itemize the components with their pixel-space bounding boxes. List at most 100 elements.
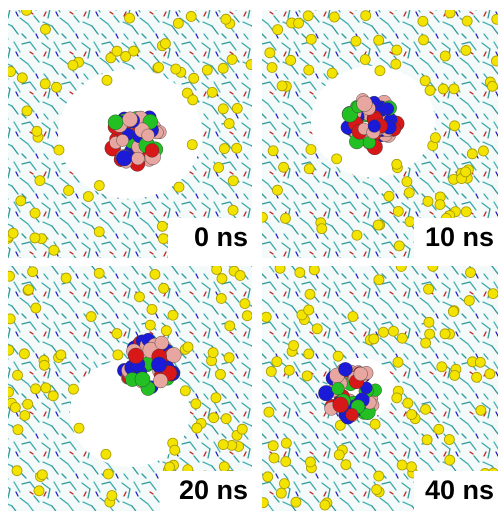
phosphate-bead bbox=[107, 490, 117, 500]
phosphate-bead bbox=[348, 312, 358, 322]
phosphate-bead bbox=[186, 11, 196, 21]
phosphate-bead bbox=[83, 192, 93, 202]
phosphate-bead bbox=[361, 11, 371, 21]
phosphate-bead bbox=[113, 350, 123, 360]
phosphate-bead bbox=[384, 191, 394, 201]
phosphate-bead bbox=[304, 349, 314, 359]
phosphate-bead bbox=[461, 45, 471, 55]
phosphate-bead bbox=[327, 68, 337, 78]
peptide-atom bbox=[357, 96, 373, 112]
phosphate-bead bbox=[160, 39, 170, 49]
phosphate-bead bbox=[161, 326, 171, 336]
phosphate-bead bbox=[396, 261, 406, 271]
phosphate-bead bbox=[374, 275, 384, 285]
phosphate-bead bbox=[94, 268, 104, 278]
phosphate-bead bbox=[212, 264, 222, 274]
phosphate-bead bbox=[30, 233, 40, 243]
page: 0 ns10 ns20 ns40 ns (() => { const data … bbox=[0, 0, 498, 511]
phosphate-bead bbox=[369, 334, 379, 344]
phosphate-bead bbox=[191, 399, 201, 409]
peptide-atom bbox=[116, 150, 132, 166]
phosphate-bead bbox=[56, 350, 66, 360]
phosphate-bead bbox=[435, 200, 445, 210]
phosphate-bead bbox=[183, 342, 193, 352]
phosphate-bead bbox=[472, 372, 482, 382]
phosphate-bead bbox=[237, 424, 247, 434]
phosphate-bead bbox=[225, 321, 235, 331]
phosphate-bead bbox=[273, 25, 283, 35]
peptide-atom bbox=[166, 347, 181, 362]
phosphate-bead bbox=[423, 196, 433, 206]
phosphate-bead bbox=[304, 65, 314, 75]
phosphate-bead bbox=[392, 45, 402, 55]
phosphate-bead bbox=[224, 119, 234, 129]
phosphate-bead bbox=[428, 261, 438, 271]
phosphate-bead bbox=[406, 462, 416, 472]
phosphate-bead bbox=[168, 310, 178, 320]
peptide-atom bbox=[145, 143, 159, 157]
phosphate-bead bbox=[320, 500, 330, 510]
phosphate-bead bbox=[37, 470, 47, 480]
phosphate-bead bbox=[16, 196, 26, 206]
phosphate-bead bbox=[475, 357, 485, 367]
phosphate-bead bbox=[22, 106, 32, 116]
phosphate-bead bbox=[360, 55, 370, 65]
phosphate-bead bbox=[264, 407, 274, 417]
phosphate-bead bbox=[464, 296, 474, 306]
phosphate-bead bbox=[424, 317, 434, 327]
phosphate-bead bbox=[41, 383, 51, 393]
phosphate-bead bbox=[218, 104, 228, 114]
phosphate-bead bbox=[421, 404, 431, 414]
phosphate-bead bbox=[445, 455, 455, 465]
phosphate-bead bbox=[219, 144, 229, 154]
phosphate-bead bbox=[333, 351, 343, 361]
phosphate-bead bbox=[450, 370, 460, 380]
phosphate-bead bbox=[209, 413, 219, 423]
phosphate-bead bbox=[332, 154, 342, 164]
phosphate-bead bbox=[68, 384, 78, 394]
phosphate-bead bbox=[180, 386, 190, 396]
phosphate-bead bbox=[450, 121, 460, 131]
phosphate-bead bbox=[112, 329, 122, 339]
phosphate-bead bbox=[30, 208, 40, 218]
phosphate-bead bbox=[257, 212, 267, 222]
phosphate-bead bbox=[372, 485, 382, 495]
phosphate-bead bbox=[302, 371, 312, 381]
phosphate-bead bbox=[430, 133, 440, 143]
peptide-atom bbox=[155, 336, 169, 350]
phosphate-bead bbox=[51, 82, 61, 92]
phosphate-bead bbox=[121, 51, 131, 61]
phosphate-bead bbox=[266, 366, 276, 376]
phosphate-bead bbox=[228, 176, 238, 186]
phosphate-bead bbox=[188, 95, 198, 105]
phosphate-bead bbox=[378, 327, 388, 337]
phosphate-bead bbox=[134, 292, 144, 302]
phosphate-bead bbox=[214, 163, 224, 173]
phosphate-bead bbox=[174, 182, 184, 192]
phosphate-bead bbox=[221, 14, 231, 24]
phosphate-bead bbox=[291, 497, 301, 507]
phosphate-bead bbox=[35, 176, 45, 186]
phosphate-bead bbox=[218, 63, 228, 73]
peptide-atom bbox=[346, 408, 359, 421]
phosphate-bead bbox=[462, 16, 472, 26]
phosphate-bead bbox=[235, 270, 245, 280]
snapshot-panel: 40 ns bbox=[258, 261, 498, 511]
phosphate-bead bbox=[425, 329, 435, 339]
phosphate-bead bbox=[240, 299, 250, 309]
phosphate-bead bbox=[392, 393, 402, 403]
phosphate-bead bbox=[374, 35, 384, 45]
phosphate-bead bbox=[306, 144, 316, 154]
phosphate-bead bbox=[261, 312, 271, 322]
phosphate-bead bbox=[272, 185, 282, 195]
phosphate-bead bbox=[258, 498, 268, 508]
peptide-atom bbox=[368, 120, 381, 133]
phosphate-bead bbox=[34, 486, 44, 496]
phosphate-bead bbox=[263, 472, 273, 482]
phosphate-bead bbox=[5, 271, 15, 281]
peptide-atom bbox=[142, 129, 155, 142]
phosphate-bead bbox=[425, 85, 435, 95]
phosphate-bead bbox=[461, 167, 471, 177]
snapshot-panel: 0 ns bbox=[3, 5, 256, 261]
phosphate-bead bbox=[286, 55, 296, 65]
